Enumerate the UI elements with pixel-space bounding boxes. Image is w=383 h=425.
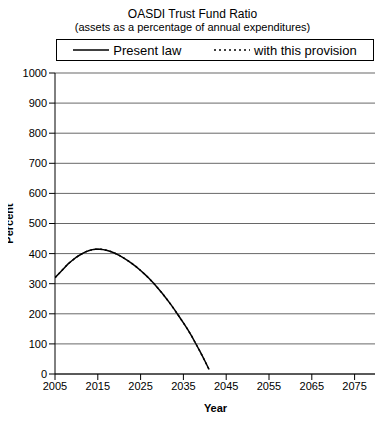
svg-text:2015: 2015 bbox=[86, 380, 110, 392]
svg-text:1000: 1000 bbox=[23, 67, 47, 79]
html-text:with this provision: with this provision bbox=[254, 42, 357, 58]
svg-text:200: 200 bbox=[29, 308, 47, 320]
svg-text:2055: 2055 bbox=[257, 380, 281, 392]
svg-text:100: 100 bbox=[29, 338, 47, 350]
svg-text:2035: 2035 bbox=[171, 380, 195, 392]
svg-text:2045: 2045 bbox=[214, 380, 238, 392]
svg-text:900: 900 bbox=[29, 97, 47, 109]
svg-text:2065: 2065 bbox=[300, 380, 324, 392]
svg-text:500: 500 bbox=[29, 217, 47, 229]
svg-text:2005: 2005 bbox=[43, 380, 67, 392]
html-text:(assets as a percentage of ann: (assets as a percentage of annual expend… bbox=[74, 21, 311, 33]
svg-text:400: 400 bbox=[29, 248, 47, 260]
svg-text:0: 0 bbox=[41, 368, 47, 380]
html-text:OASDI Trust Fund Ratio: OASDI Trust Fund Ratio bbox=[127, 7, 258, 21]
svg-text:300: 300 bbox=[29, 278, 47, 290]
svg-text:800: 800 bbox=[29, 127, 47, 139]
svg-text:2075: 2075 bbox=[342, 380, 366, 392]
svg-text:2025: 2025 bbox=[128, 380, 152, 392]
svg-text:700: 700 bbox=[29, 157, 47, 169]
svg-text:Year: Year bbox=[204, 402, 228, 414]
svg-text:Percent: Percent bbox=[8, 203, 15, 244]
svg-text:600: 600 bbox=[29, 187, 47, 199]
html-text:Present law: Present law bbox=[113, 42, 182, 58]
